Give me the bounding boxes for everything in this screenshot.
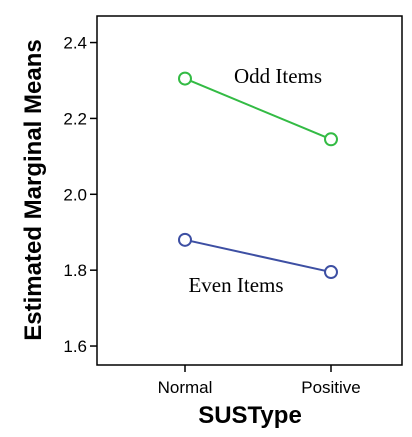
y-tick-label: 2.0	[63, 185, 87, 204]
x-axis-title: SUSType	[198, 402, 302, 429]
y-tick-label: 1.8	[63, 261, 87, 280]
series-label: Odd Items	[234, 64, 322, 88]
plot-frame	[96, 15, 403, 366]
y-tick-label: 1.6	[63, 337, 87, 356]
series-line	[184, 77, 332, 141]
y-axis-title: Estimated Marginal Means	[20, 39, 47, 340]
y-axis: 1.6 1.8 2.0 2.2 2.4	[63, 34, 97, 356]
x-tick-label: Positive	[301, 378, 361, 397]
series-line	[184, 238, 332, 274]
data-point	[324, 265, 338, 280]
y-tick-label: 2.4	[63, 34, 87, 53]
data-point	[178, 71, 192, 86]
series-layer: Odd Items Even Items	[178, 64, 338, 297]
data-point	[178, 232, 192, 247]
data-point	[324, 132, 338, 147]
series-label: Even Items	[188, 273, 283, 297]
x-axis: Normal Positive	[158, 365, 361, 397]
x-tick-label: Normal	[158, 378, 213, 397]
y-tick-label: 2.2	[63, 109, 87, 128]
